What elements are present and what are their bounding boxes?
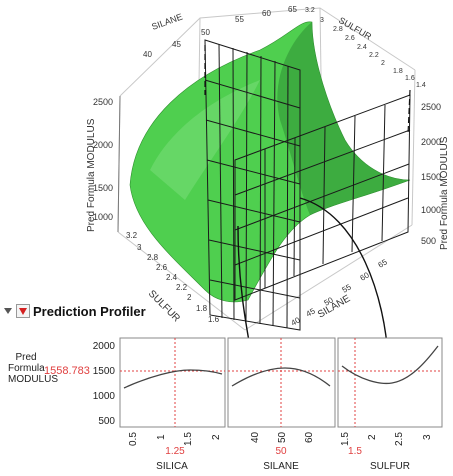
silane-top-tick: 65 — [288, 5, 297, 14]
sulfur-x-tick: 2 — [367, 434, 378, 440]
silane-grid-plane — [204, 39, 301, 331]
silane-top-tick: 55 — [235, 15, 244, 24]
sulfur-bottom-tick: 2.6 — [156, 263, 168, 272]
profiler-y-label: Pred Formula MODULUS — [8, 352, 59, 385]
sulfur-bottom-tick: 2 — [187, 293, 192, 302]
left-z-tick: 2000 — [93, 140, 113, 150]
profiler-title: Prediction Profiler — [33, 303, 146, 319]
sulfur-bottom-tick: 2.4 — [166, 273, 178, 282]
profiler-panel-silica[interactable] — [119, 337, 226, 428]
profiler-outline-header: Prediction Profiler — [3, 302, 146, 320]
left-z-tick: 2500 — [93, 97, 113, 107]
silica-x-tick: 2 — [211, 434, 222, 440]
silane-x-tick: 50 — [277, 431, 288, 443]
sulfur-bottom-tick: 1.8 — [196, 304, 208, 313]
surface-edge-dashes — [204, 45, 411, 136]
sulfur-top-tick: 1.4 — [416, 82, 426, 89]
left-z-axis: 2500 2000 1500 1000 500 Pred Formula MOD… — [86, 95, 121, 233]
silane-top-axis-label: SILANE — [150, 12, 184, 32]
silane-factor-label: SILANE — [263, 461, 299, 472]
profiler-y-tick: 500 — [98, 416, 115, 427]
left-z-tick: 1500 — [93, 183, 113, 193]
sulfur-top-tick: 2.2 — [369, 52, 379, 59]
profiler-current-response: 1558.783 — [44, 365, 90, 377]
silane-current-value: 50 — [275, 446, 287, 457]
silica-factor-label: SILICA — [156, 461, 188, 472]
profiler-y-tick: 1000 — [93, 391, 116, 402]
profiler-plots: 2000 1500 1000 500 0.5 1 — [93, 337, 443, 472]
silane-top-tick: 50 — [201, 28, 210, 37]
sulfur-top-tick: 3.2 — [305, 7, 315, 14]
sulfur-factor-label: SULFUR — [370, 461, 410, 472]
sulfur-top-tick: 1.6 — [405, 75, 415, 82]
silane-bottom-tick: 65 — [377, 257, 390, 270]
sulfur-axis-top: SULFUR 3.2 3 2.8 2.6 2.4 2.2 2 1.8 1.6 1… — [305, 7, 426, 89]
response-surface[interactable] — [129, 21, 411, 303]
silane-top-tick: 60 — [262, 9, 271, 18]
right-z-tick: 2000 — [421, 137, 441, 147]
surface-highlight — [150, 80, 260, 200]
sulfur-bottom-tick: 2.2 — [176, 283, 188, 292]
sulfur-top-tick: 1.8 — [393, 68, 403, 75]
sulfur-x-tick: 2.5 — [394, 432, 405, 446]
sulfur-top-tick: 2.6 — [345, 35, 355, 42]
sulfur-current-value: 1.5 — [348, 446, 362, 457]
right-z-tick: 500 — [421, 236, 436, 246]
left-z-axis-label: Pred Formula MODULUS — [86, 118, 97, 232]
silica-x-tick: 1 — [156, 434, 167, 440]
sulfur-x-tick: 1.5 — [340, 432, 351, 446]
red-triangle-menu-icon[interactable] — [16, 304, 30, 318]
sulfur-grid-plane — [234, 94, 411, 301]
profiler-panel-sulfur[interactable] — [337, 337, 443, 428]
silica-current-value: 1.25 — [165, 446, 185, 457]
silica-x-tick: 0.5 — [128, 432, 139, 446]
profiler-y-tick: 2000 — [93, 341, 116, 352]
sulfur-top-tick: 2 — [381, 60, 385, 67]
sulfur-bottom-tick: 3.2 — [126, 231, 138, 240]
silane-x-tick: 40 — [250, 431, 261, 443]
silica-x-tick: 1.5 — [183, 432, 194, 446]
sulfur-bottom-tick: 1.6 — [208, 315, 220, 324]
right-z-tick: 2500 — [421, 102, 441, 112]
profiler-panel-silane[interactable] — [227, 337, 336, 428]
silane-x-tick: 60 — [304, 431, 315, 443]
silane-top-tick: 40 — [143, 50, 152, 59]
right-z-tick: 1000 — [421, 205, 441, 215]
sulfur-top-tick: 3 — [320, 17, 324, 24]
sulfur-bottom-tick: 3 — [137, 243, 142, 252]
sulfur-x-tick: 3 — [422, 434, 433, 440]
sulfur-bottom-tick: 2.8 — [147, 253, 159, 262]
profiler-y-tick: 1500 — [93, 366, 116, 377]
sulfur-top-tick: 2.4 — [357, 44, 367, 51]
left-z-tick: 1000 — [93, 212, 113, 222]
right-z-axis-label: Pred Formula MODULUS — [439, 136, 450, 250]
silane-top-tick: 45 — [172, 40, 181, 49]
sulfur-top-tick: 2.8 — [333, 26, 343, 33]
prediction-profiler: Prediction Profiler Pred Formula MODULUS… — [0, 288, 453, 476]
right-z-axis: 2500 2000 1500 1000 500 Pred Formula MOD… — [421, 102, 450, 250]
right-z-tick: 1500 — [421, 172, 441, 182]
disclosure-triangle-icon[interactable] — [3, 306, 13, 316]
